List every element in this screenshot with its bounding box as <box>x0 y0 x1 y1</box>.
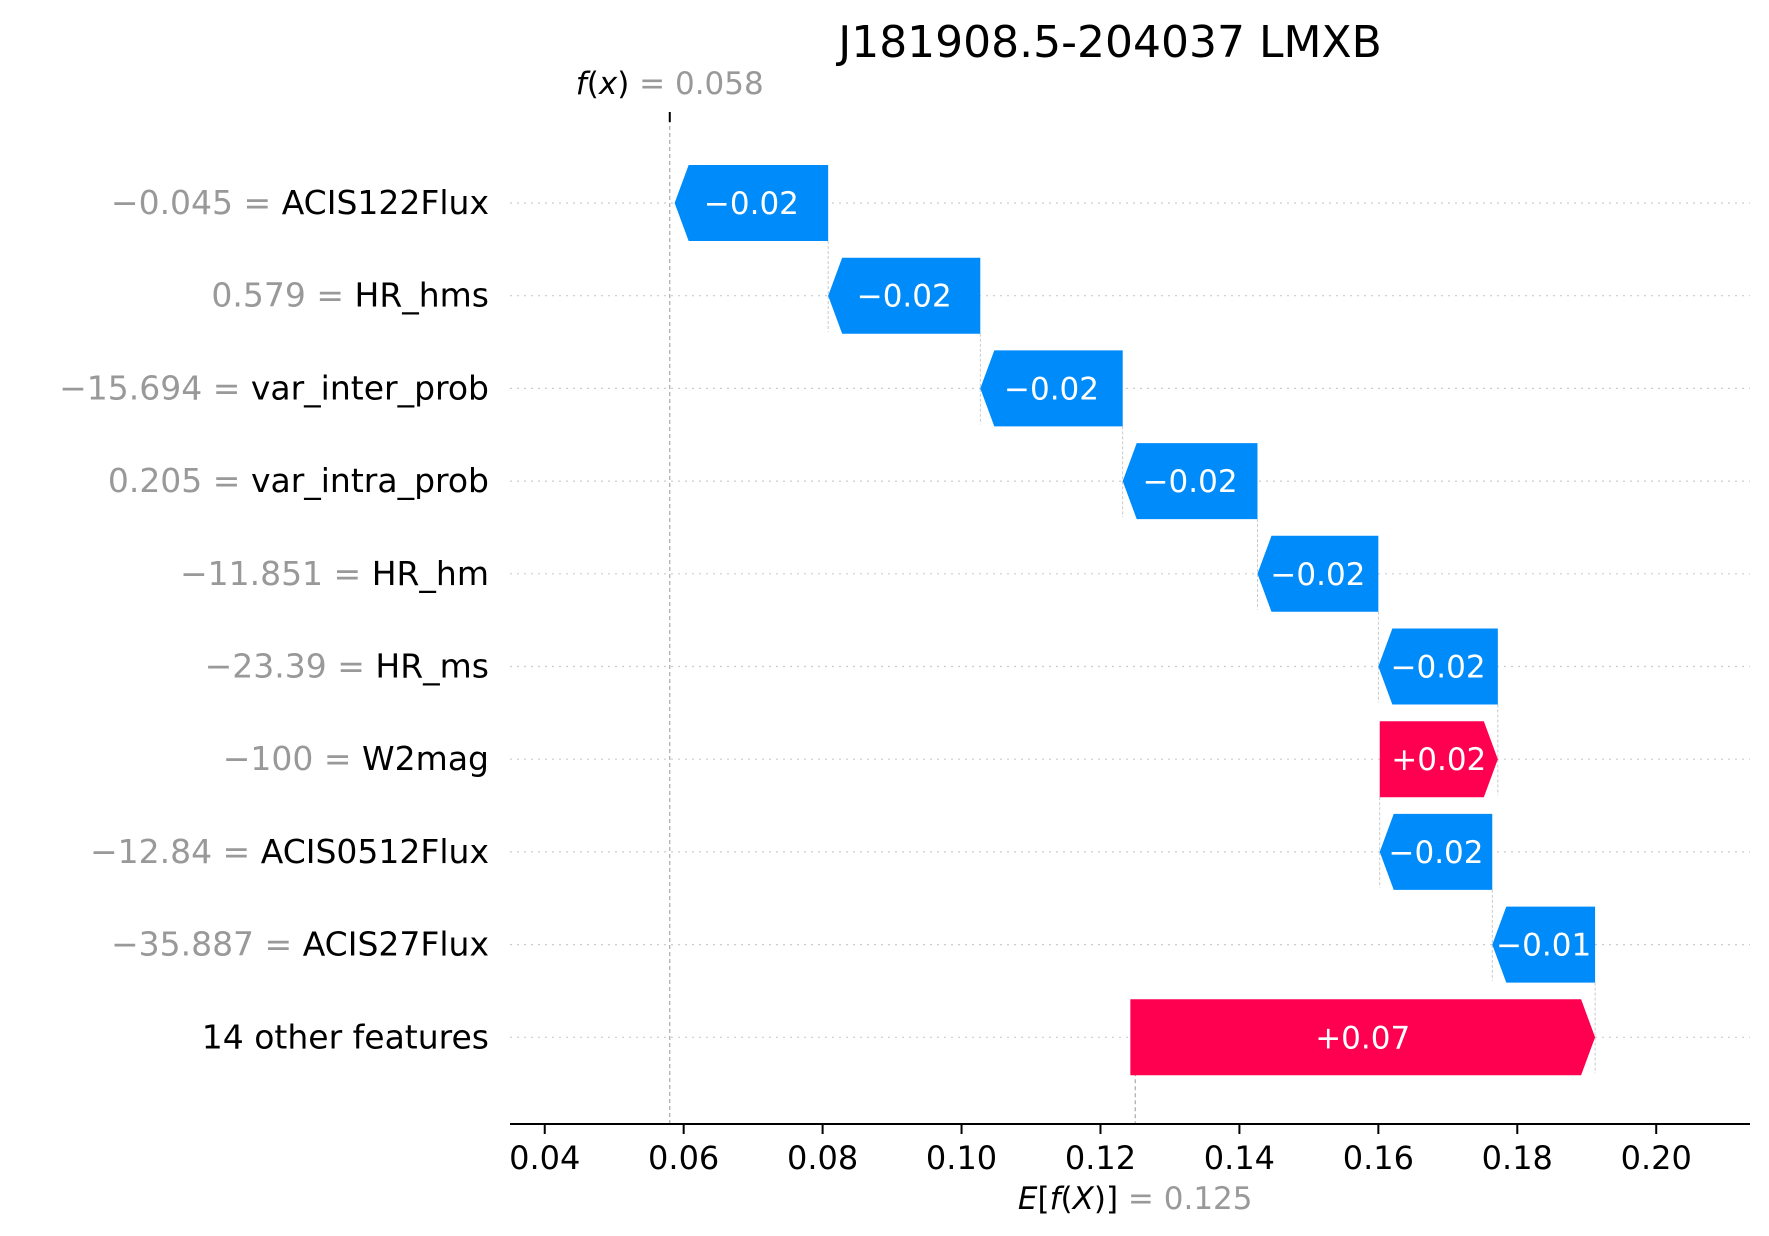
value-guides <box>669 112 1596 1124</box>
feature-name: ACIS27Flux <box>303 925 489 964</box>
feature-labels: −0.045 = ACIS122Flux 0.579 = HR_hms −15.69… <box>59 183 489 1056</box>
base-label: E[f(X)] = 0.125 <box>1018 1181 1253 1217</box>
feature-label: −35.887 = ACIS27Flux <box>111 925 489 964</box>
feature-label: −0.045 = ACIS122Flux <box>111 183 489 222</box>
bar-acis27flux <box>1492 906 1596 983</box>
feature-value: −0.045 = <box>111 183 282 222</box>
feature-value: −100 = <box>223 739 362 778</box>
bar-var-inter-prob <box>980 350 1123 427</box>
feature-value: 0.205 = <box>108 461 251 500</box>
bar-acis0512flux <box>1379 813 1493 890</box>
feature-name: HR_ms <box>375 647 489 686</box>
chart-title: J181908.5-204037 LMXB <box>835 17 1382 68</box>
feature-name: ACIS0512Flux <box>261 832 489 871</box>
bar-hr-ms <box>1378 628 1498 705</box>
x-tick-label: 0.04 <box>509 1139 580 1177</box>
feature-name: W2mag <box>362 739 489 778</box>
fx-label: f(x) = 0.058 <box>576 66 764 102</box>
bar-value-label: −0.01 <box>1496 928 1591 964</box>
feature-label: −15.694 = var_inter_prob <box>59 368 489 407</box>
feature-label: −12.84 = ACIS0512Flux <box>90 832 489 871</box>
x-tick-label: 0.16 <box>1343 1139 1414 1177</box>
feature-name: HR_hms <box>355 276 490 315</box>
bar-value-label: +0.07 <box>1315 1020 1410 1056</box>
x-tick-label: 0.10 <box>926 1139 997 1177</box>
bar-value-label: −0.02 <box>1391 650 1486 686</box>
x-tick-label: 0.08 <box>787 1139 858 1177</box>
feature-value: −12.84 = <box>90 832 261 871</box>
x-tick-label: 0.18 <box>1482 1139 1553 1177</box>
bar-var-intra-prob <box>1122 443 1258 520</box>
bar-value-label: −0.02 <box>1270 557 1365 593</box>
feature-value: −23.39 = <box>205 647 376 686</box>
feature-label: −11.851 = HR_hm <box>180 554 489 593</box>
feature-name: 14 other features <box>202 1017 489 1056</box>
feature-value: 0.579 = <box>211 276 354 315</box>
bar-value-label: −0.02 <box>1389 835 1484 871</box>
x-axis: 0.04 0.06 0.08 0.10 0.12 0.14 0.16 0.18 0.20 <box>509 1123 1750 1177</box>
fx-annotation: f(x) = 0.058 <box>576 66 764 122</box>
bar-value-label: −0.02 <box>1004 371 1099 407</box>
x-tick-label: 0.20 <box>1621 1139 1692 1177</box>
feature-label: 14 other features <box>202 1017 489 1056</box>
bar-hr-hms <box>828 257 981 334</box>
bars: −0.02 −0.02 −0.02 −0.02 −0.02 −0.02 +0.02 −0.02… <box>674 165 1596 1076</box>
x-tick-label: 0.12 <box>1065 1139 1136 1177</box>
bar-w2mag <box>1379 721 1498 798</box>
bar-acis122flux <box>674 165 829 241</box>
base-annotation: E[f(X)] = 0.125 <box>1018 1181 1253 1217</box>
feature-label: −23.39 = HR_ms <box>205 647 489 686</box>
bar-value-label: −0.02 <box>704 186 799 222</box>
bar-value-label: −0.02 <box>857 279 952 315</box>
bar-value-label: −0.02 <box>1143 464 1238 500</box>
feature-value: −11.851 = <box>180 554 372 593</box>
x-tick-label: 0.14 <box>1204 1139 1275 1177</box>
bar-14-other-features <box>1130 999 1596 1076</box>
feature-name: ACIS122Flux <box>282 183 489 222</box>
feature-name: HR_hm <box>372 554 489 593</box>
feature-value: −35.887 = <box>111 925 303 964</box>
x-tick-label: 0.06 <box>648 1139 719 1177</box>
feature-label: 0.205 = var_intra_prob <box>108 461 489 500</box>
feature-name: var_intra_prob <box>251 461 489 500</box>
bar-value-label: +0.02 <box>1391 742 1486 778</box>
feature-label: −100 = W2mag <box>223 739 489 778</box>
feature-name: var_inter_prob <box>251 368 489 407</box>
bar-hr-hm <box>1257 535 1379 612</box>
feature-value: −15.694 = <box>59 368 251 407</box>
feature-label: 0.579 = HR_hms <box>211 276 489 315</box>
